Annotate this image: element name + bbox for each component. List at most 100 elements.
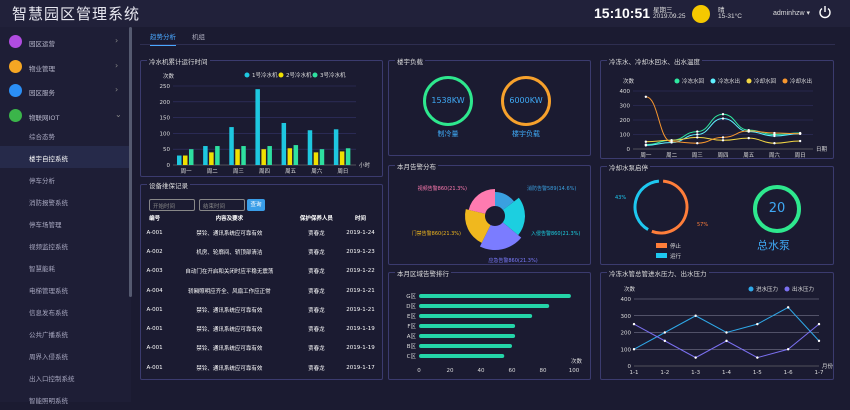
legend-marker (674, 78, 680, 84)
sidebar-item[interactable]: 智慧能耗 (0, 256, 129, 278)
chart-label: 0 (417, 368, 421, 374)
chart-label: 200 (620, 118, 631, 124)
chart-label: 57% (697, 222, 708, 228)
table-cell: A-001 (146, 345, 163, 352)
chart-label: 周六 (769, 151, 781, 159)
table-cell: 禁铃、通讯系统应可靠有效 (196, 327, 263, 334)
start-time-input[interactable]: 开始时间 (149, 199, 195, 211)
ring-segment (633, 179, 660, 231)
chart-label: 300 (620, 104, 631, 110)
table-cell: 机房、轮廓间、轿顶部清洁 (196, 249, 263, 256)
sidebar-item-label: 智能照明系统 (29, 397, 68, 405)
column-header: 保护保养人员 (299, 216, 333, 222)
data-point (817, 322, 821, 326)
sidebar-item[interactable]: 视频监控系统 (0, 234, 129, 256)
table-cell: 2019-1-23 (346, 248, 375, 255)
user-menu[interactable]: adminhzw ▾ (773, 10, 810, 17)
sidebar-item[interactable]: 信息发布系统 (0, 300, 129, 322)
table-row: A-003 自动门在开启和关闭时应平稳无震荡 贾春龙 2019-1-22 (143, 262, 381, 281)
menu-1[interactable]: 物业管理 › (0, 56, 129, 78)
temperature: 15-31°C (718, 13, 742, 20)
legend-marker (782, 78, 788, 84)
chart-label: 次数 (624, 285, 636, 293)
table-cell: A-001 (146, 326, 163, 333)
sidebar-item[interactable]: 消防报警系统 (0, 190, 129, 212)
menu-label: 园区服务 (29, 89, 55, 97)
end-time-input[interactable]: 结束时间 (199, 199, 245, 211)
chart-label: 入侵告警860(21.3%) (531, 230, 580, 237)
bar (255, 89, 260, 165)
weekday: 星期三 (653, 7, 673, 14)
sidebar-item[interactable]: 停车场管理 (0, 212, 129, 234)
legend-label: 出水压力 (792, 285, 814, 293)
chart-label: 400 (621, 297, 632, 303)
chart-label: 周日 (795, 152, 806, 159)
table-cell: 2019-1-19 (346, 345, 375, 352)
table-cell: 贾春龙 (308, 230, 325, 237)
pie-slice (479, 222, 522, 250)
table-row: A-004 轿厢照明应齐全、风扇工作应正常 贾春龙 2019-1-21 (143, 281, 381, 300)
tab-trend[interactable]: 趋势分析 (150, 31, 176, 46)
chart-label: 150 (160, 116, 171, 122)
bar (419, 304, 550, 308)
column-header: 编号 (149, 216, 161, 222)
building-icon (9, 35, 22, 48)
table-cell: 禁铃、通讯系统应可靠有效 (196, 346, 263, 353)
chart-label: 周二 (666, 152, 678, 159)
table-cell: A-001 (146, 364, 163, 371)
sidebar-item[interactable]: 周界入侵系统 (0, 344, 129, 366)
data-point (773, 142, 776, 145)
sidebar-item[interactable]: 电梯管理系统 (0, 278, 129, 300)
chart-label: 1-3 (691, 370, 700, 376)
chart-label: 60 (509, 368, 516, 374)
query-button[interactable]: 查询 (247, 199, 265, 211)
bar (267, 146, 272, 165)
sidebar-item[interactable]: 综合态势 (0, 124, 129, 146)
menu-0[interactable]: 园区运营 › (0, 31, 129, 53)
data-point (644, 95, 648, 98)
sidebar-item[interactable]: 公共广播系统 (0, 322, 129, 344)
chart-label: 周四 (259, 168, 270, 175)
date: 2019.09.25 (653, 13, 686, 20)
chart-label: A区 (407, 333, 417, 340)
lock-icon (9, 84, 22, 97)
table-cell: 禁铃、通讯系统应可靠有效 (196, 307, 263, 314)
chart-label: 小时 (359, 161, 371, 169)
chart-label: E区 (407, 313, 416, 320)
data-point (773, 131, 776, 135)
chart-label: 视频告警860(21.3%) (418, 185, 467, 192)
legend-label: 冷冻水回 (682, 77, 705, 85)
menu-3[interactable]: 物联网IOT ⌄ (0, 105, 129, 127)
header: 智慧园区管理系统 15:10:51 星期三 2019.09.25 晴 15-31… (0, 0, 850, 27)
sidebar-item-label: 公共广播系统 (29, 331, 68, 339)
load-ring: 1538KW (423, 76, 473, 126)
sidebar-item-label: 周界入侵系统 (29, 353, 68, 361)
tab-unit[interactable]: 机组 (192, 33, 205, 41)
legend-marker (710, 78, 716, 84)
menu-2[interactable]: 园区服务 › (0, 80, 129, 102)
chart-label: 100 (569, 368, 580, 374)
sidebar-item[interactable]: 楼宇自控系统 (0, 146, 129, 168)
bar (419, 354, 505, 358)
sidebar-item[interactable]: 智能照明系统 (0, 388, 129, 410)
sidebar-scrollbar[interactable] (129, 27, 132, 297)
sidebar-item[interactable]: 停车分析 (0, 168, 129, 190)
data-point (696, 133, 699, 136)
table-cell: 禁铃、通讯系统应可靠有效 (196, 365, 263, 372)
table-cell: 2019-1-21 (346, 287, 375, 294)
sidebar-item-label: 停车场管理 (29, 221, 62, 229)
chevron-icon: › (115, 85, 119, 94)
chart-label: 300 (621, 314, 632, 320)
chart-label: 1-7 (815, 370, 824, 376)
data-point (644, 144, 648, 147)
sidebar-item[interactable]: 出入口控制系统 (0, 366, 129, 388)
pump-panel: 冷却水泵启停 57% 停止 43% 运行 20 总水泵 (600, 162, 834, 265)
chart-label: G区 (406, 293, 416, 300)
temps-panel: 冷冻水、冷却水回水、出水温度 0 100 200 300 400 次数 日期 冷冻水回 冷冻水出… (600, 56, 834, 159)
power-icon[interactable] (818, 5, 832, 19)
data-point (798, 132, 802, 135)
total-pump-ring: 20 (753, 185, 801, 233)
data-point (817, 339, 821, 343)
data-point (747, 136, 750, 140)
data-point (644, 140, 648, 143)
